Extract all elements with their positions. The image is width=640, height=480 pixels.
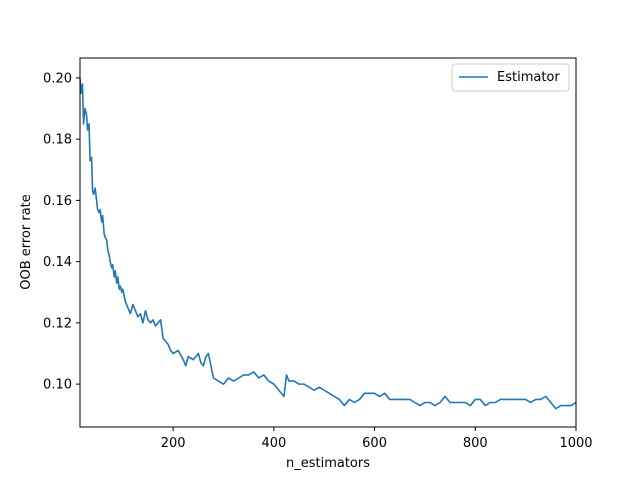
x-tick-label: 800: [463, 436, 488, 451]
plot-area: [80, 58, 576, 427]
x-axis-ticks: 200 400 600 800 1000: [161, 427, 593, 451]
legend: Estimator: [451, 63, 570, 92]
x-tick-label: 400: [261, 436, 286, 451]
x-tick-label: 200: [161, 436, 186, 451]
y-axis-label: OOB error rate: [19, 194, 34, 290]
x-axis-label: n_estimators: [286, 456, 370, 471]
y-tick-label: 0.12: [43, 316, 72, 331]
x-tick-label: 1000: [559, 436, 592, 451]
y-tick-label: 0.14: [43, 255, 72, 270]
y-axis-ticks: 0.10 0.12 0.14 0.16 0.18 0.20: [43, 71, 80, 393]
series-line-estimator: [79, 77, 577, 410]
plot-frame: [79, 57, 577, 428]
x-tick-label: 600: [362, 436, 387, 451]
y-tick-label: 0.10: [43, 378, 72, 393]
legend-label-estimator: Estimator: [497, 70, 560, 85]
y-tick-label: 0.20: [43, 71, 72, 86]
y-tick-label: 0.18: [43, 133, 72, 148]
legend-box: [451, 63, 570, 92]
y-tick-label: 0.16: [43, 194, 72, 209]
